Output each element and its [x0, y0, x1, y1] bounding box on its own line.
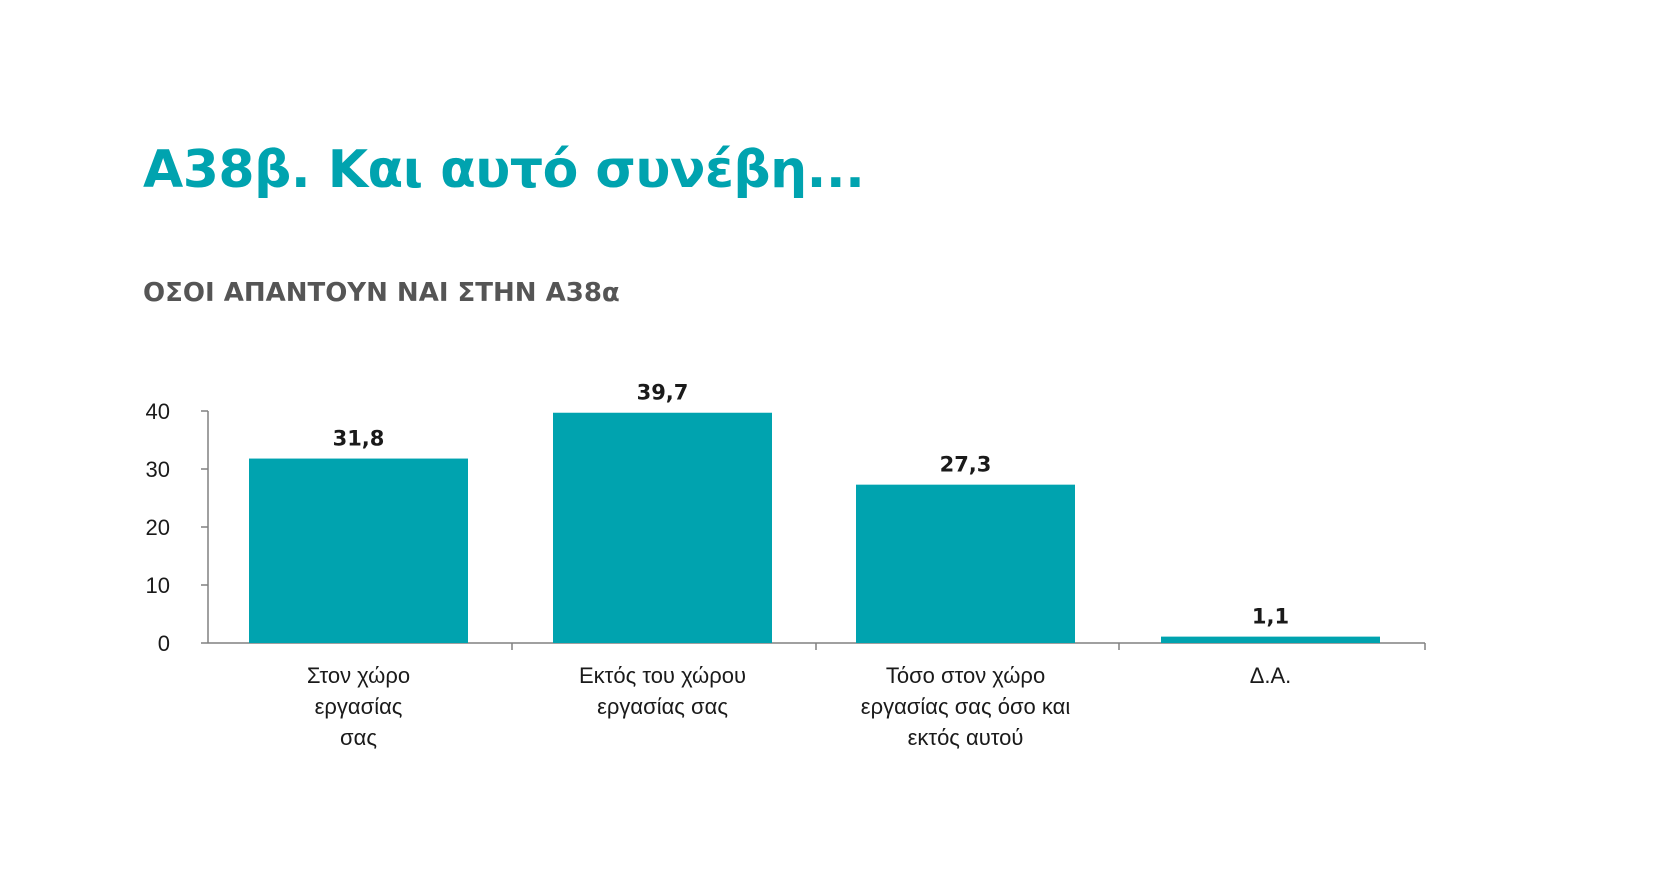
y-tick-label: 30 [146, 457, 170, 482]
bar-2 [553, 412, 772, 643]
category-label-3: Τόσο στον χώρο [886, 663, 1045, 688]
data-label-2: 39,7 [637, 381, 689, 405]
bar-1 [249, 458, 468, 643]
y-tick-label: 10 [146, 573, 170, 598]
category-label-3: εκτός αυτού [908, 725, 1024, 750]
bar-4 [1161, 636, 1380, 643]
category-label-2: εργασίας σας [597, 694, 728, 719]
chart-subtitle: ΟΣΟΙ ΑΠΑΝΤΟΥΝ ΝΑΙ ΣΤΗΝ Α38α [143, 278, 620, 308]
data-label-1: 31,8 [333, 427, 385, 451]
category-label-1: Στον χώρο [307, 663, 410, 688]
y-tick-label: 40 [146, 399, 170, 424]
data-label-4: 1,1 [1252, 605, 1289, 629]
chart-title: Α38β. Και αυτό συνέβη... [143, 140, 865, 200]
category-label-1: εργασίας [315, 694, 403, 719]
category-label-1: σας [340, 725, 377, 750]
category-label-2: Εκτός του χώρου [579, 663, 746, 688]
y-tick-label: 20 [146, 515, 170, 540]
y-tick-label: 0 [158, 631, 170, 656]
bar-3 [856, 484, 1075, 643]
data-label-3: 27,3 [940, 453, 992, 477]
category-label-4: Δ.Α. [1250, 663, 1292, 688]
category-label-3: εργασίας σας όσο και [861, 694, 1071, 719]
